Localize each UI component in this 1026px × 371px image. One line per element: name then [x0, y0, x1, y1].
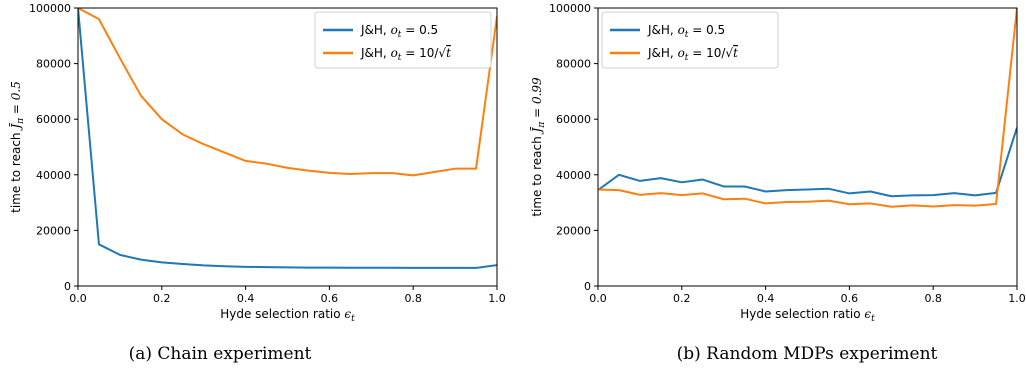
legend-label-orange: J&H, ot = 10/√t [647, 46, 738, 63]
series-line-orange [78, 8, 497, 177]
y-axis-label: time to reach J̄π = 0.99 [529, 77, 547, 217]
x-tick-label: 0.8 [924, 292, 942, 305]
x-tick-label: 0.2 [153, 292, 171, 305]
plot-area [598, 8, 1017, 208]
y-axis-label: time to reach J̄π = 0.5 [8, 81, 26, 213]
legend-label-orange: J&H, ot = 10/√t [360, 46, 451, 63]
plot-area [78, 8, 497, 269]
chart-panel-random-mdps: 0.0 0.2 0.4 0.6 0.8 1.0 0 20000 40000 60000 80000 1… [529, 2, 1026, 364]
y-tick-label: 80000 [36, 58, 71, 71]
plot-frame [77, 7, 498, 287]
legend-box [314, 11, 492, 69]
y-tick-label: 60000 [556, 113, 591, 126]
axis-ticks: 0.0 0.2 0.4 0.6 0.8 1.0 0 20000 40000 60000 80000 1… [29, 2, 506, 305]
y-tick-label: 0 [64, 280, 71, 293]
x-tick-label: 1.0 [488, 292, 506, 305]
x-tick-label: 0.6 [841, 292, 859, 305]
x-tick-label: 0.2 [673, 292, 691, 305]
legend-label-blue: J&H, ot = 0.5 [360, 23, 438, 40]
y-tick-label: 20000 [556, 224, 591, 237]
series-line-blue [78, 8, 497, 269]
caption: (a) Chain experiment [129, 344, 312, 364]
x-tick-label: 0.0 [69, 292, 87, 305]
x-tick-label: 0.4 [757, 292, 775, 305]
plot-frame [597, 7, 1018, 287]
y-tick-label: 0 [584, 280, 591, 293]
x-tick-label: 0.0 [589, 292, 607, 305]
series-line-blue [598, 127, 1017, 198]
chart-panel-chain: 0.0 0.2 0.4 0.6 0.8 1.0 0 20000 40000 60000 80000 1… [8, 2, 506, 364]
x-tick-label: 1.0 [1008, 292, 1026, 305]
y-tick-label: 100000 [29, 2, 71, 15]
legend-box [601, 11, 779, 69]
y-tick-label: 40000 [556, 169, 591, 182]
caption: (b) Random MDPs experiment [677, 344, 938, 364]
x-axis-label: Hyde selection ratio ϵt [220, 307, 355, 324]
legend: J&H, ot = 0.5 J&H, ot = 10/√t [601, 11, 779, 69]
axis-ticks: 0.0 0.2 0.4 0.6 0.8 1.0 0 20000 40000 60000 80000 1… [549, 2, 1026, 305]
legend: J&H, ot = 0.5 J&H, ot = 10/√t [314, 11, 492, 69]
y-tick-label: 100000 [549, 2, 591, 15]
x-axis-label: Hyde selection ratio ϵt [740, 307, 875, 324]
y-tick-label: 80000 [556, 58, 591, 71]
y-tick-label: 20000 [36, 224, 71, 237]
x-tick-label: 0.8 [404, 292, 422, 305]
x-tick-label: 0.6 [321, 292, 339, 305]
x-tick-label: 0.4 [237, 292, 255, 305]
y-tick-label: 60000 [36, 113, 71, 126]
y-tick-label: 40000 [36, 169, 71, 182]
series-line-orange [598, 8, 1017, 208]
legend-label-blue: J&H, ot = 0.5 [647, 23, 725, 40]
